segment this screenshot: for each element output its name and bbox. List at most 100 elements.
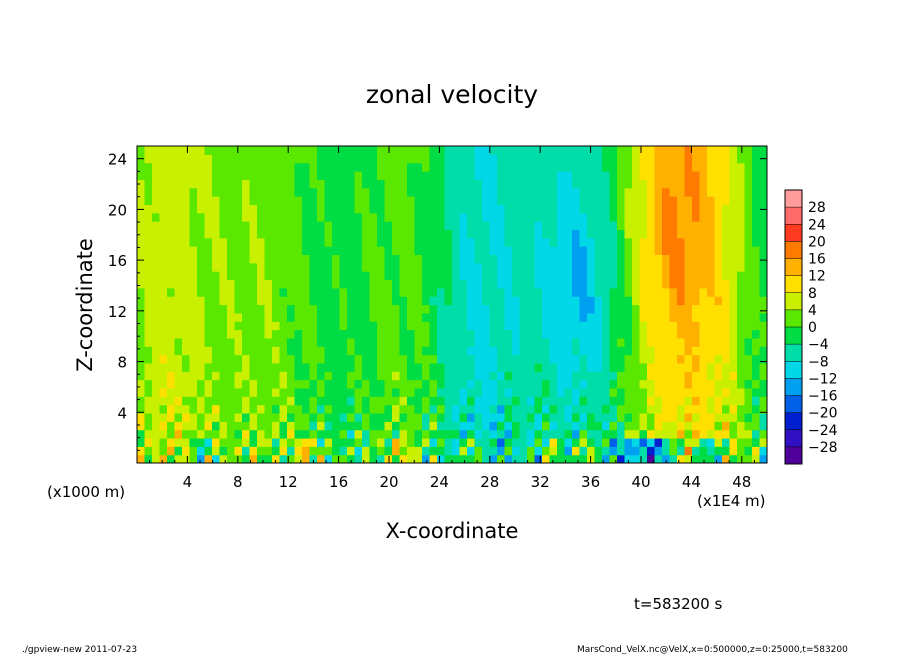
heatmap-cell — [534, 221, 543, 231]
heatmap-cell — [594, 237, 603, 247]
heatmap-cell — [152, 229, 161, 239]
heatmap-cell — [474, 371, 483, 381]
heatmap-cell — [204, 221, 213, 231]
heatmap-cell — [587, 421, 596, 431]
heatmap-cell — [302, 454, 311, 463]
heatmap-cell — [384, 337, 393, 347]
colorbar-swatch — [785, 275, 802, 294]
heatmap-cell — [234, 404, 243, 414]
heatmap-cell — [399, 346, 408, 356]
heatmap-cell — [699, 312, 708, 322]
heatmap-cell — [654, 229, 663, 239]
heatmap-cell — [444, 379, 453, 389]
heatmap-cell — [152, 396, 161, 406]
heatmap-cell — [684, 396, 693, 406]
heatmap-cell — [204, 296, 213, 306]
heatmap-cell — [407, 154, 416, 164]
heatmap-cell — [287, 429, 296, 439]
heatmap-cell — [677, 337, 686, 347]
heatmap-cell — [594, 437, 603, 447]
heatmap-cell — [317, 371, 326, 381]
heatmap-cell — [429, 154, 438, 164]
heatmap-cell — [204, 262, 213, 272]
heatmap-cell — [174, 296, 183, 306]
heatmap-cell — [437, 262, 446, 272]
heatmap-cell — [354, 287, 363, 297]
heatmap-cell — [227, 254, 236, 264]
heatmap-cell — [512, 404, 521, 414]
heatmap-cell — [489, 179, 498, 189]
heatmap-cell — [392, 454, 401, 463]
heatmap-cell — [519, 296, 528, 306]
heatmap-cell — [497, 221, 506, 231]
heatmap-cell — [422, 287, 431, 297]
heatmap-cell — [752, 271, 761, 281]
heatmap-cell — [392, 446, 401, 456]
heatmap-cell — [497, 146, 506, 155]
heatmap-cell — [699, 362, 708, 372]
heatmap-cell — [257, 287, 266, 297]
heatmap-cell — [152, 171, 161, 180]
heatmap-cell — [519, 362, 528, 372]
heatmap-cell — [572, 371, 581, 381]
heatmap-cell — [182, 146, 191, 155]
heatmap-cell — [429, 312, 438, 322]
colorbar-swatch — [785, 378, 802, 396]
heatmap-cell — [182, 246, 191, 256]
heatmap-cell — [324, 446, 333, 456]
heatmap-cell — [467, 379, 476, 389]
heatmap-cell — [189, 354, 198, 364]
heatmap-cell — [744, 371, 753, 381]
heatmap-cell — [159, 204, 168, 214]
heatmap-cell — [549, 337, 558, 347]
heatmap-cell — [684, 196, 693, 205]
heatmap-cell — [647, 437, 656, 447]
heatmap-cell — [242, 171, 251, 180]
heatmap-cell — [677, 379, 686, 389]
heatmap-cell — [422, 179, 431, 189]
heatmap-cell — [197, 196, 206, 205]
heatmap-cell — [317, 321, 326, 331]
heatmap-cell — [497, 154, 506, 164]
heatmap-cell — [212, 171, 221, 180]
heatmap-cell — [654, 371, 663, 381]
heatmap-cell — [272, 387, 281, 397]
heatmap-cell — [339, 454, 348, 463]
colorbar-label: 28 — [808, 200, 826, 216]
heatmap-cell — [512, 271, 521, 281]
heatmap-cell — [557, 237, 566, 247]
heatmap-cell — [497, 321, 506, 331]
heatmap-cell — [362, 229, 371, 239]
heatmap-cell — [594, 154, 603, 164]
heatmap-cell — [692, 196, 701, 205]
heatmap-cell — [332, 187, 341, 197]
heatmap-cell — [159, 271, 168, 281]
heatmap-cell — [384, 371, 393, 381]
heatmap-cell — [519, 187, 528, 197]
heatmap-cell — [647, 171, 656, 180]
heatmap-cell — [384, 412, 393, 422]
heatmap-cell — [572, 412, 581, 422]
heatmap-cell — [302, 212, 311, 222]
heatmap-cell — [272, 146, 281, 155]
heatmap-cell — [182, 187, 191, 197]
heatmap-cell — [257, 362, 266, 372]
heatmap-cell — [219, 454, 228, 463]
heatmap-cell — [437, 429, 446, 439]
heatmap-cell — [294, 221, 303, 231]
heatmap-cell — [189, 204, 198, 214]
heatmap-cell — [422, 396, 431, 406]
heatmap-cell — [557, 304, 566, 314]
heatmap-cell — [639, 321, 648, 331]
heatmap-cell — [324, 296, 333, 306]
heatmap-cell — [722, 262, 731, 272]
heatmap-cell — [684, 221, 693, 231]
heatmap-cell — [317, 354, 326, 364]
heatmap-cell — [572, 212, 581, 222]
heatmap-cell — [549, 454, 558, 463]
heatmap-cell — [144, 396, 153, 406]
heatmap-cell — [722, 271, 731, 281]
heatmap-cell — [467, 287, 476, 297]
heatmap-cell — [572, 179, 581, 189]
heatmap-cell — [272, 337, 281, 347]
